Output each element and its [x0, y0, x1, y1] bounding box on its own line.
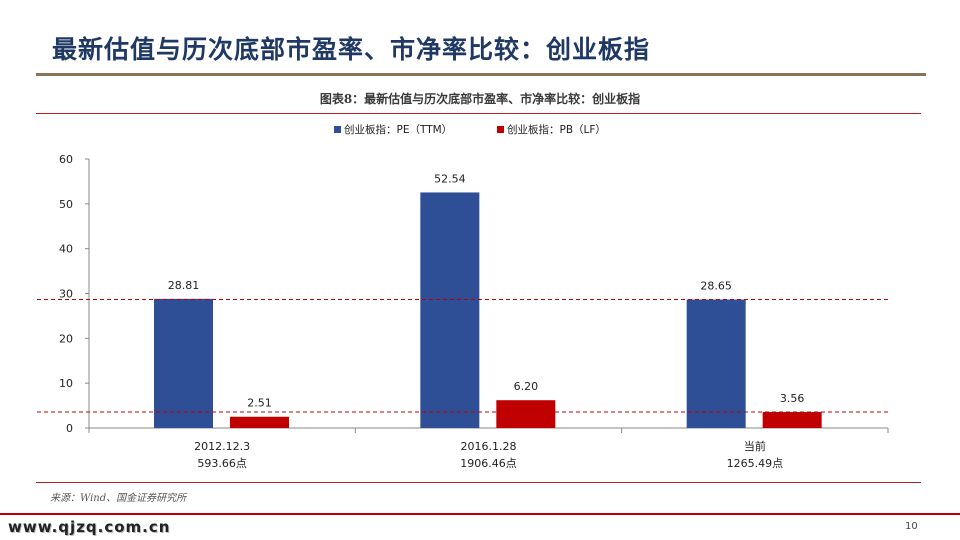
page-number: 10: [905, 521, 918, 532]
source-note: 来源：Wind、国金证券研究所: [50, 493, 187, 504]
bar-pb: [762, 412, 822, 428]
figure-caption: 图表8：最新估值与历次底部市盈率、市净率比较：创业板指: [319, 92, 641, 106]
bar-pe: [686, 299, 746, 428]
x-tick-sublabel: 1906.46点: [460, 457, 517, 470]
y-tick-label: 20: [59, 332, 73, 345]
data-label: 28.65: [700, 280, 732, 293]
bar-pb: [496, 400, 556, 428]
x-tick-label: 2016.1.28: [461, 440, 517, 453]
bar-pe: [420, 192, 480, 428]
legend-label: 创业板指：PB（LF）: [507, 123, 606, 136]
x-tick-sublabel: 1265.49点: [727, 457, 784, 470]
y-tick-label: 10: [59, 377, 73, 390]
data-label: 3.56: [780, 392, 805, 405]
source-divider: [36, 482, 921, 483]
footer-divider: [0, 513, 960, 515]
legend-swatch: [334, 126, 341, 133]
y-tick-label: 60: [59, 153, 73, 166]
data-label: 2.51: [247, 397, 272, 410]
y-tick-label: 0: [66, 422, 73, 435]
legend-label: 创业板指：PE（TTM）: [344, 123, 452, 136]
x-tick-sublabel: 593.66点: [197, 457, 247, 470]
y-tick-label: 40: [59, 243, 73, 256]
watermark: www.qjzq.com.cn: [8, 518, 171, 536]
slide-title: 最新估值与历次底部市盈率、市净率比较：创业板指: [52, 35, 651, 64]
data-label: 6.20: [514, 380, 539, 393]
x-tick-label: 2012.12.3: [194, 440, 250, 453]
legend-swatch: [497, 126, 504, 133]
caption-divider: [36, 113, 921, 114]
y-tick-label: 50: [59, 198, 73, 211]
bar-pb: [230, 416, 289, 428]
data-label: 52.54: [434, 172, 466, 185]
bar-pe: [154, 298, 213, 428]
data-label: 28.81: [168, 279, 200, 292]
x-tick-label: 当前: [744, 439, 766, 453]
y-tick-label: 30: [59, 288, 73, 301]
title-divider: [36, 73, 926, 76]
